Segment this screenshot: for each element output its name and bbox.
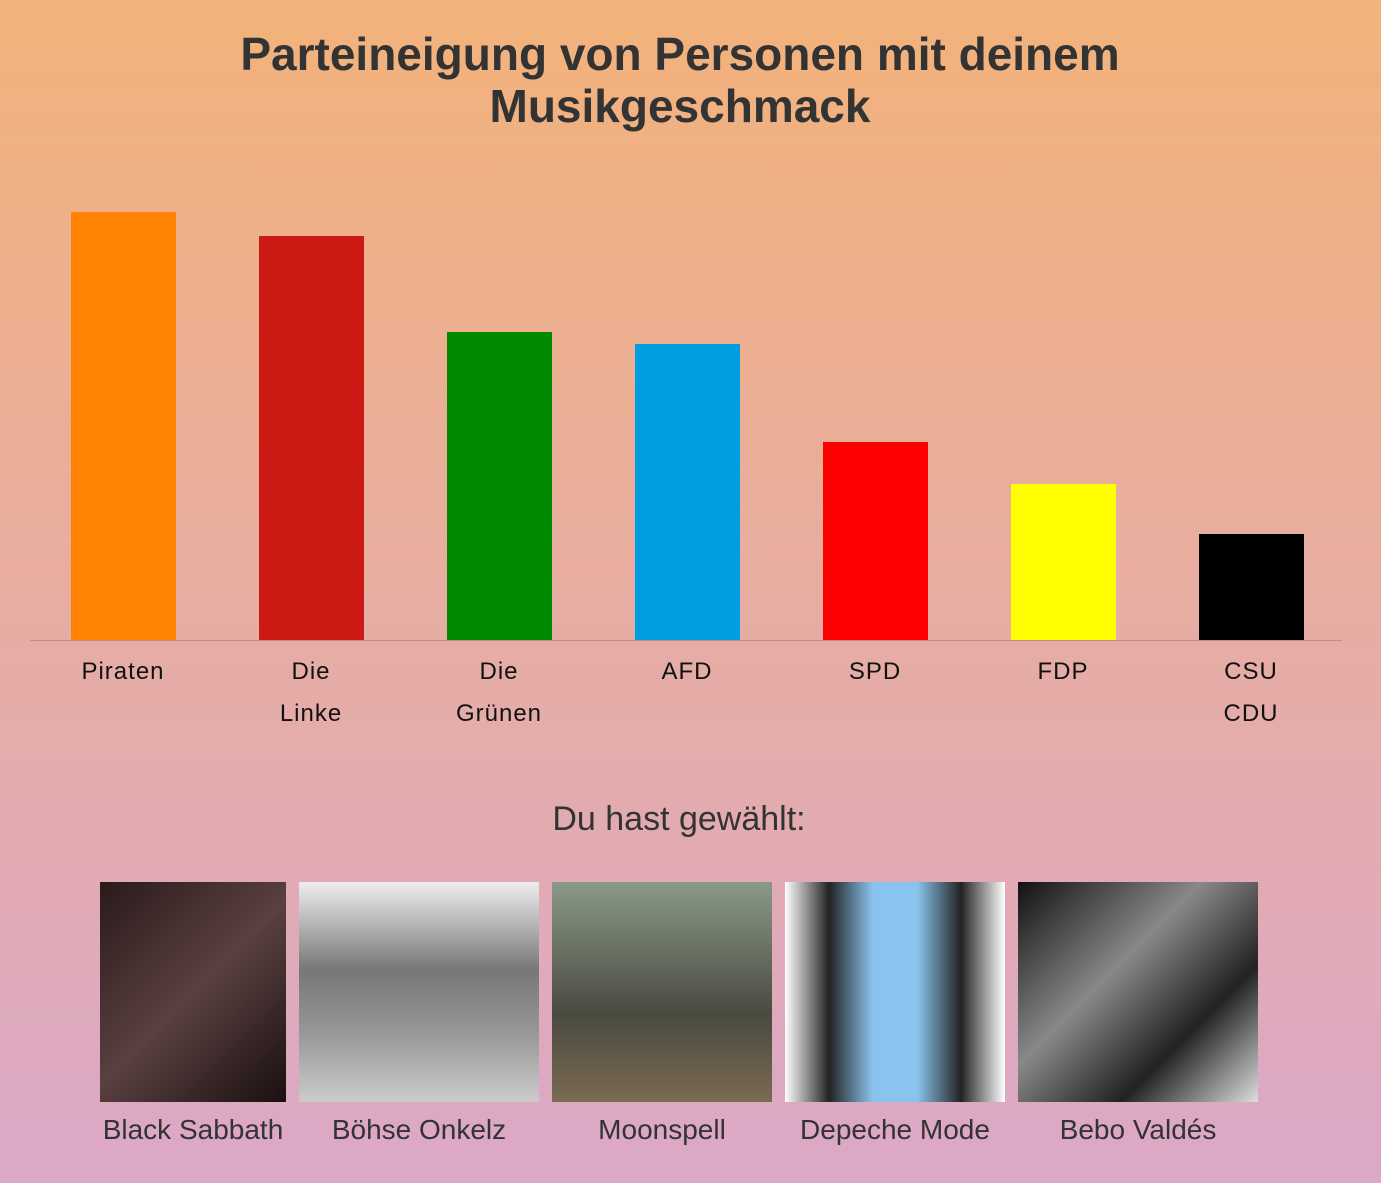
x-tick-label: Die Linke: [279, 658, 343, 727]
x-tick-label: CSU CDU: [1223, 658, 1279, 727]
bar: [70, 212, 176, 640]
artist-name: Bebo Valdés: [1059, 1114, 1217, 1145]
x-tick-label: FDP: [1037, 658, 1089, 685]
x-tick-label: Piraten: [81, 658, 165, 685]
x-tick-label: Die Grünen: [455, 658, 543, 727]
chart-title: Parteineigung von Personen mit deinem Mu…: [240, 28, 1120, 132]
artist-photo[interactable]: [1018, 882, 1258, 1102]
artist-photo[interactable]: [552, 882, 772, 1102]
bar: [1198, 534, 1304, 640]
bar: [1010, 484, 1116, 640]
artist-name: Böhse Onkelz: [331, 1114, 507, 1145]
bar: [258, 236, 364, 640]
bar: [634, 344, 740, 640]
artist-photo[interactable]: [299, 882, 539, 1102]
x-tick-label: AFD: [661, 658, 713, 685]
bar: [822, 442, 928, 640]
x-tick-label: SPD: [848, 658, 902, 685]
chart: Piraten Die Linke Die Grünen AFD SPD FDP CSU C…: [30, 212, 1342, 727]
selected-title: Du hast gewählt:: [552, 800, 806, 838]
artist-name: Depeche Mode: [800, 1114, 990, 1145]
artist-photo[interactable]: [100, 882, 286, 1102]
axis-line: [30, 640, 1342, 641]
bar: [446, 332, 552, 640]
artist-name: Black Sabbath: [102, 1114, 284, 1145]
artist-name: Moonspell: [598, 1114, 726, 1145]
artist-photo[interactable]: [785, 882, 1005, 1102]
